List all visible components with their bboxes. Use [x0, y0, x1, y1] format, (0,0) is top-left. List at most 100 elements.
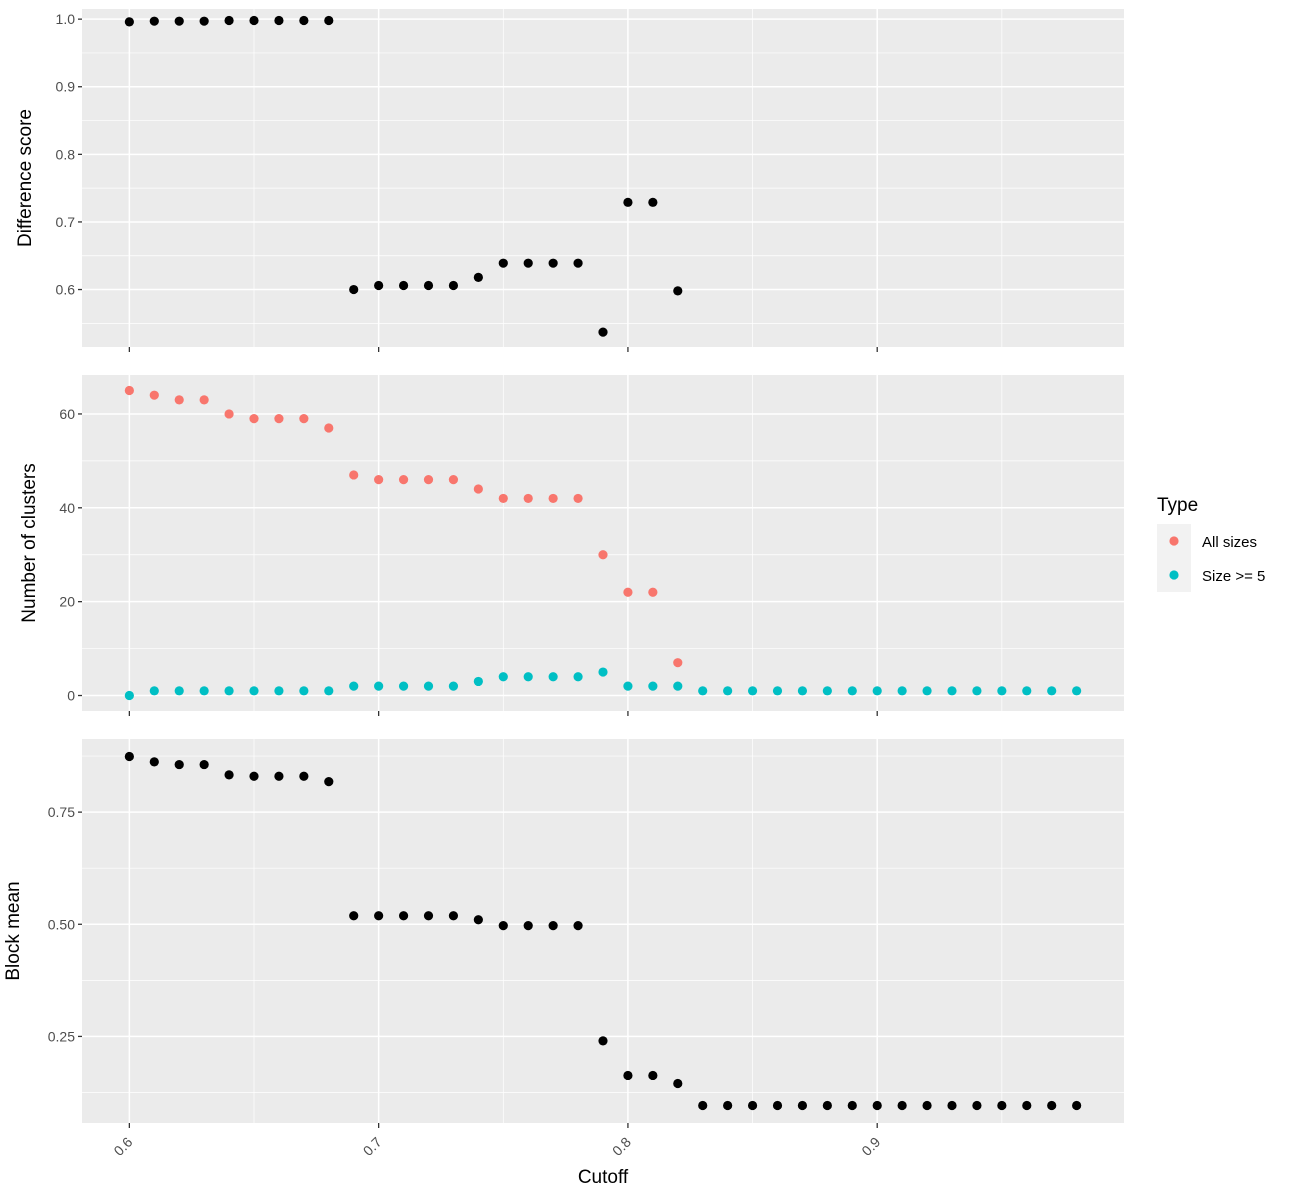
- data-point-all-sizes: [498, 493, 508, 504]
- data-point-block: [498, 921, 508, 931]
- data-point-block: [648, 1070, 658, 1081]
- data-point-size-5: [174, 686, 184, 696]
- data-point-all-sizes: [324, 423, 334, 433]
- y-tick-label: 0.7: [56, 214, 76, 230]
- data-point-size-5: [997, 686, 1007, 696]
- data-point-size-5: [548, 672, 558, 682]
- data-point-all-sizes: [224, 409, 234, 419]
- data-point-all-sizes: [124, 385, 134, 396]
- data-point-all-sizes: [573, 493, 583, 504]
- data-point-block: [473, 915, 483, 925]
- data-point-difference: [448, 280, 459, 291]
- data-point-size-5: [698, 686, 708, 696]
- y-tick-label: 40: [59, 500, 75, 516]
- data-point-all-sizes: [423, 475, 434, 485]
- data-point-difference: [224, 15, 234, 26]
- data-point-block: [448, 911, 459, 921]
- data-point-block: [797, 1100, 808, 1111]
- x-tick-label: 0.7: [360, 1134, 385, 1159]
- data-point-size-5: [448, 681, 459, 691]
- legend-label-size-ge-5: Size >= 5: [1202, 568, 1265, 585]
- data-point-size-5: [797, 686, 808, 696]
- data-point-all-sizes: [473, 484, 483, 494]
- data-point-size-5: [648, 681, 658, 691]
- data-point-block: [673, 1078, 683, 1089]
- y-tick-label: 0.50: [48, 916, 75, 932]
- data-point-difference: [324, 15, 334, 26]
- data-point-block: [249, 771, 259, 781]
- data-point-size-5: [822, 686, 832, 696]
- data-point-size-5: [598, 667, 608, 677]
- data-point-all-sizes: [299, 414, 309, 424]
- panel-clusters: 0 20 40 60 Number of clusters: [19, 375, 1124, 716]
- data-point-block: [124, 751, 134, 762]
- data-point-size-5: [224, 686, 234, 696]
- y-tick-label: 60: [59, 406, 75, 422]
- data-point-size-5: [872, 686, 882, 696]
- data-point-size-5: [972, 686, 982, 696]
- data-point-all-sizes: [648, 587, 658, 597]
- data-point-size-5: [623, 681, 633, 691]
- data-point-block: [398, 911, 409, 921]
- legend-marker-size-ge-5: [1169, 570, 1179, 580]
- data-point-size-5: [1072, 686, 1082, 696]
- data-point-difference: [573, 258, 583, 268]
- data-point-size-5: [398, 681, 409, 691]
- data-point-all-sizes: [448, 475, 459, 485]
- data-point-block: [1047, 1100, 1057, 1111]
- data-point-size-5: [199, 686, 209, 696]
- data-point-block: [349, 911, 359, 921]
- y-tick-label: 0.9: [56, 79, 76, 95]
- data-point-size-5: [1047, 686, 1057, 696]
- data-point-size-5: [847, 686, 857, 696]
- y-axis-title-clusters: Number of clusters: [19, 463, 40, 622]
- data-point-all-sizes: [199, 395, 209, 405]
- x-tick-label: 0.6: [110, 1134, 135, 1159]
- data-point-difference: [673, 286, 683, 296]
- data-point-block: [324, 777, 334, 787]
- x-axis-title: Cutoff: [578, 1167, 629, 1188]
- data-point-size-5: [473, 676, 483, 687]
- data-point-block: [972, 1100, 982, 1111]
- y-tick-label: 0.8: [56, 146, 76, 162]
- y-tick-label: 0: [67, 688, 75, 704]
- data-point-block: [872, 1100, 882, 1111]
- data-point-difference: [473, 272, 483, 282]
- data-point-size-5: [1022, 686, 1032, 696]
- x-tick-label: 0.8: [609, 1134, 634, 1159]
- data-point-difference: [149, 16, 159, 26]
- data-point-block: [423, 911, 434, 921]
- data-point-size-5: [349, 681, 359, 691]
- data-point-difference: [174, 16, 184, 26]
- data-point-block: [897, 1100, 907, 1111]
- data-point-size-5: [897, 686, 907, 696]
- data-point-block: [1072, 1100, 1082, 1111]
- data-point-difference: [398, 280, 409, 291]
- data-point-size-5: [573, 672, 583, 682]
- data-point-block: [598, 1036, 608, 1046]
- data-point-block: [1022, 1100, 1032, 1111]
- data-point-difference: [548, 258, 558, 268]
- data-point-difference: [374, 280, 384, 291]
- panels-layer: 0.6 0.7 0.8 0.9 1.0 Difference score 0 20 40 60 Nu…: [3, 9, 1124, 1159]
- data-point-block: [822, 1100, 832, 1111]
- legend-title: Type: [1157, 495, 1198, 516]
- data-point-difference: [249, 15, 259, 26]
- data-point-block: [149, 757, 159, 767]
- data-point-all-sizes: [374, 475, 384, 485]
- y-tick-label: 0.25: [48, 1028, 75, 1044]
- legend-label-all-sizes: All sizes: [1202, 534, 1257, 551]
- data-point-block: [199, 759, 209, 770]
- legend: Type All sizes Size >= 5: [1157, 495, 1265, 592]
- data-point-all-sizes: [523, 493, 533, 504]
- data-point-difference: [523, 258, 533, 268]
- panel-background-clusters: [82, 375, 1124, 711]
- data-point-size-5: [723, 686, 733, 696]
- data-point-difference: [199, 16, 209, 26]
- data-point-size-5: [423, 681, 434, 691]
- data-point-block: [374, 911, 384, 921]
- panel-difference: 0.6 0.7 0.8 0.9 1.0 Difference score: [15, 9, 1124, 352]
- data-point-difference: [648, 197, 658, 207]
- data-point-all-sizes: [623, 587, 633, 597]
